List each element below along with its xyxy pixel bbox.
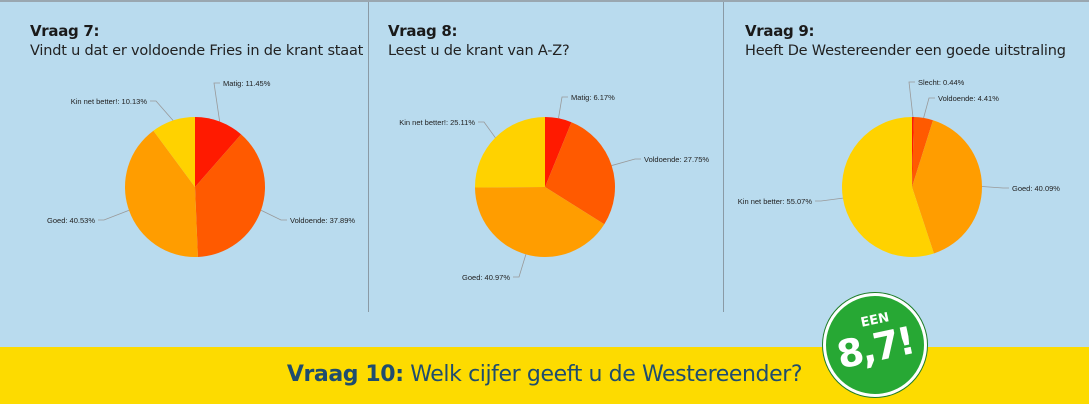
pie-slice <box>195 117 242 187</box>
slice-label: Matig: 6.17% <box>571 93 615 102</box>
slice-label: Goed: 40.53% <box>47 216 95 225</box>
slice-label: Goed: 40.97% <box>462 273 510 282</box>
pie-slice <box>545 117 572 187</box>
question-7-number: Vraag 7: <box>30 22 100 40</box>
pie-slice <box>912 117 914 187</box>
slice-label: Slecht: 0.44% <box>918 78 965 87</box>
leader-line <box>98 209 130 221</box>
leader-line <box>213 82 221 122</box>
top-rule <box>0 0 1089 2</box>
pie-slice <box>195 134 265 257</box>
panel-divider <box>723 2 724 312</box>
slice-label: Voldoende: 4.41% <box>938 94 999 103</box>
pie-slice <box>475 117 545 188</box>
pie-slice <box>124 130 198 257</box>
leader-line <box>260 209 287 221</box>
question-10-number: Vraag 10: <box>286 362 404 387</box>
pie-slice <box>475 187 605 258</box>
question-8-text: Leest u de krant van A-Z? <box>388 43 570 59</box>
question-10-text: Vraag 10: Welk cijfer geeft u de Westere… <box>0 362 1089 387</box>
question-7-text: Vindt u dat er voldoende Fries in de kra… <box>30 43 364 59</box>
question-10-question: Welk cijfer geeft u de Westereender? <box>403 362 803 387</box>
score-badge: EEN 8,7! <box>823 293 927 397</box>
leader-line <box>815 197 843 202</box>
pie-slice <box>545 122 615 225</box>
slice-label: Kin net better!: 25.11% <box>399 118 475 127</box>
leader-line <box>908 81 915 118</box>
leader-line <box>150 100 174 121</box>
question-9-number: Vraag 9: <box>745 22 815 40</box>
leader-line <box>558 96 568 119</box>
leader-line <box>611 158 641 166</box>
panel-divider <box>368 2 369 312</box>
pie-slice <box>153 117 195 187</box>
slice-label: Kin net better: 55.07% <box>738 197 813 206</box>
question-8-number: Vraag 8: <box>388 22 458 40</box>
pie-slice <box>841 117 934 258</box>
pie-slice <box>912 117 934 187</box>
leader-line <box>513 254 527 278</box>
slice-label: Kin net better!: 10.13% <box>71 97 148 106</box>
slice-label: Voldoende: 37.89% <box>290 216 355 225</box>
leader-line <box>981 186 1009 189</box>
slice-label: Matig: 11.45% <box>223 79 271 88</box>
pie-slice <box>912 120 982 254</box>
leader-line <box>478 121 496 138</box>
question-9-text: Heeft De Westereender een goede uitstral… <box>745 43 1066 59</box>
leader-line <box>923 97 935 119</box>
slice-label: Goed: 40.09% <box>1012 184 1060 193</box>
slice-label: Voldoende: 27.75% <box>644 155 709 164</box>
